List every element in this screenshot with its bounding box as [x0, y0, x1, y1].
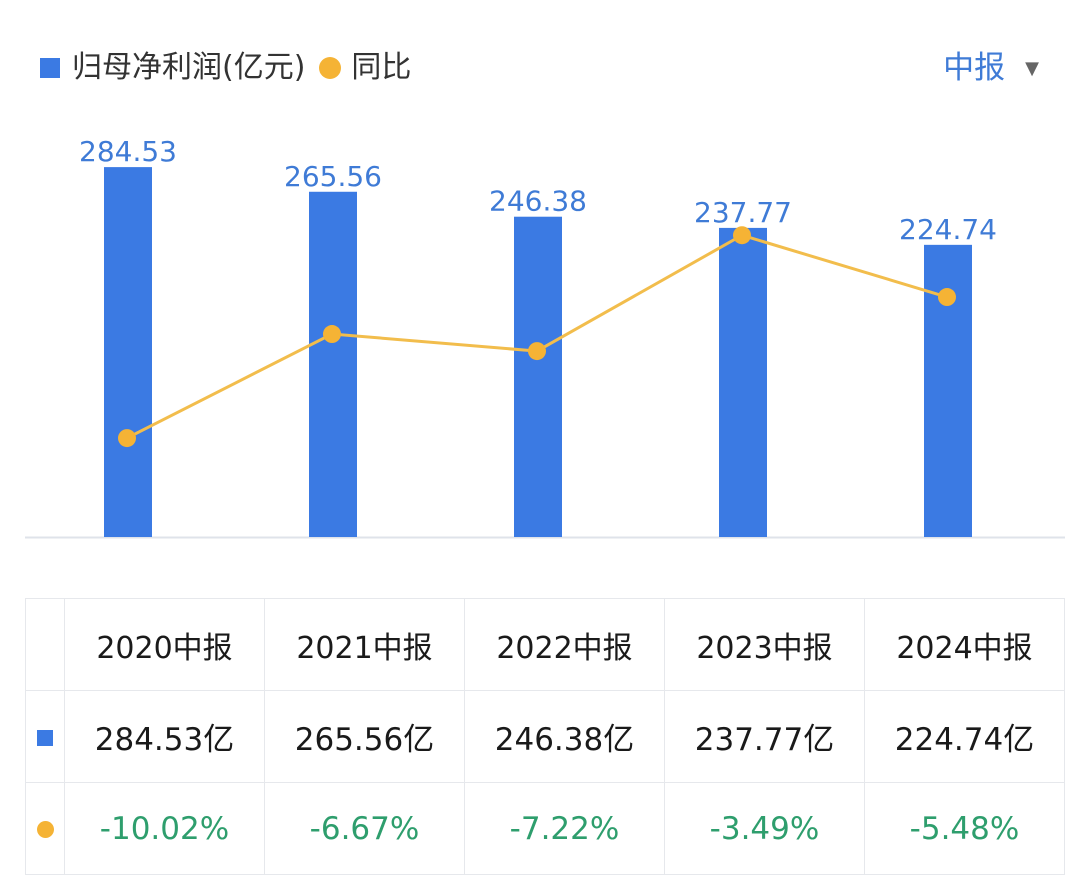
table-header-cell: 2024中报	[864, 598, 1065, 691]
table-value-cell: 246.38亿	[464, 690, 665, 783]
table-growth-cell: -10.02%	[64, 782, 265, 875]
legend-bar-swatch	[40, 58, 60, 78]
caret-down-icon: ▼	[1025, 57, 1039, 79]
bar-value-label: 224.74	[899, 213, 997, 246]
bar-value-label: 246.38	[489, 185, 587, 218]
bar-net-profit[interactable]	[309, 191, 357, 537]
period-dropdown[interactable]: 中报 ▼	[943, 48, 1039, 88]
table-header-cell: 2020中报	[64, 598, 265, 691]
bar-net-profit[interactable]	[104, 167, 152, 537]
yoy-point[interactable]	[733, 226, 751, 245]
bar-net-profit[interactable]	[719, 227, 767, 538]
chart-legend: 归母净利润(亿元) 同比	[40, 48, 425, 88]
bar-value-label: 237.77	[694, 196, 792, 229]
table-header-cell: 2023中报	[664, 598, 865, 691]
dot-marker-icon	[36, 821, 54, 838]
table-value-cell: 284.53亿	[64, 690, 265, 783]
bar-value-label: 284.53	[79, 135, 177, 168]
legend-item-yoy[interactable]: 同比	[319, 48, 411, 88]
row-marker-cell	[25, 690, 65, 783]
yoy-point[interactable]	[528, 342, 546, 361]
table-header-cell: 2022中报	[464, 598, 665, 691]
table-value-cell: 265.56亿	[264, 690, 465, 783]
bar-value-label: 265.56	[284, 160, 382, 193]
table-corner-cell	[25, 598, 65, 691]
data-table: 2020中报 2021中报 2022中报 2023中报 2024中报 284.5…	[25, 598, 1065, 875]
yoy-point[interactable]	[938, 288, 956, 307]
table-value-cell: 237.77亿	[664, 690, 865, 783]
square-marker-icon	[37, 729, 53, 746]
period-dropdown-label: 中报	[943, 50, 1006, 86]
table-row-net-profit: 284.53亿 265.56亿 246.38亿 237.77亿 224.74亿	[25, 690, 1065, 783]
table-row-yoy: -10.02% -6.67% -7.22% -3.49% -5.48%	[25, 782, 1065, 875]
row-marker-cell	[25, 782, 65, 875]
legend-line-swatch	[319, 57, 342, 79]
legend-bar-label: 归母净利润(亿元)	[72, 50, 306, 85]
table-growth-cell: -5.48%	[864, 782, 1065, 875]
combo-chart: 284.53 265.56 246.38 237.77 224.74	[25, 135, 1065, 539]
table-growth-cell: -6.67%	[264, 782, 465, 875]
table-value-cell: 224.74亿	[864, 690, 1065, 783]
legend-line-label: 同比	[351, 50, 412, 85]
legend-item-net-profit[interactable]: 归母净利润(亿元)	[40, 48, 305, 88]
table-header-row: 2020中报 2021中报 2022中报 2023中报 2024中报	[25, 598, 1065, 691]
yoy-point[interactable]	[118, 429, 136, 448]
yoy-point[interactable]	[323, 325, 341, 344]
table-growth-cell: -3.49%	[664, 782, 865, 875]
table-growth-cell: -7.22%	[464, 782, 665, 875]
table-header-cell: 2021中报	[264, 598, 465, 691]
bar-net-profit[interactable]	[514, 216, 562, 537]
